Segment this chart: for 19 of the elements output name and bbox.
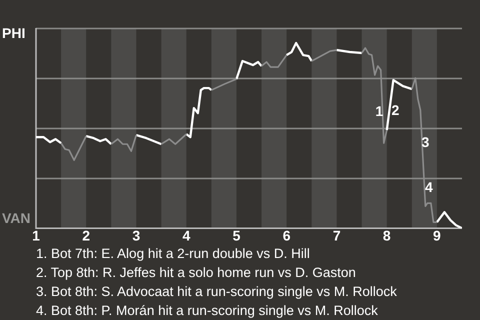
annotation: 1	[375, 102, 384, 119]
text: 3. Bot 8th: S. Advocaat hit a run-scoring single vs M. Rollock	[36, 283, 397, 301]
x-tick-label: 5	[232, 227, 241, 244]
x-tick-label: 7	[332, 227, 341, 244]
text: 4. Bot 8th: P. Morán hit a run-scoring single vs M. Rollock	[36, 302, 379, 320]
annotation: 3	[422, 134, 430, 150]
x-tick-label: 4	[182, 227, 190, 244]
x-tick-label: 9	[433, 227, 442, 244]
text: 2. Top 8th: R. Jeffes hit a solo home run vs D. Gaston	[36, 264, 357, 282]
x-tick-label: 8	[382, 227, 391, 244]
x-tick-label: 1	[32, 227, 40, 244]
x-tick-label: 3	[132, 227, 140, 244]
annotation: 4	[425, 179, 434, 196]
text: VAN	[2, 210, 31, 226]
text: 1. Bot 7th: E. Alog hit a 2-run double vs D. Hill	[36, 245, 311, 263]
x-tick-label: 6	[282, 227, 291, 244]
x-tick-label: 2	[82, 227, 90, 244]
annotation: 2	[391, 102, 400, 118]
text: PHI	[2, 24, 26, 41]
